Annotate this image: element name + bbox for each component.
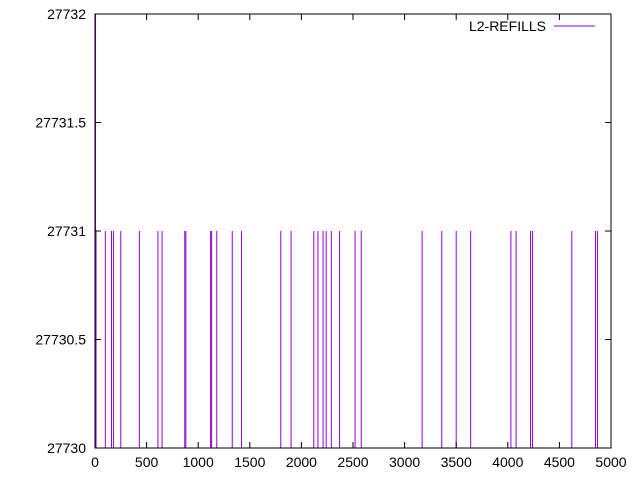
x-tick-label: 2000: [286, 454, 317, 470]
x-tick-label: 4500: [544, 454, 575, 470]
y-tick-label: 27732: [47, 6, 86, 22]
x-tick-label: 0: [91, 454, 99, 470]
x-tick-label: 500: [135, 454, 159, 470]
x-tick-label: 1500: [234, 454, 265, 470]
x-tick-label: 3000: [389, 454, 420, 470]
x-tick-label: 2500: [337, 454, 368, 470]
x-tick-label: 4000: [492, 454, 523, 470]
y-tick-label: 27730.5: [35, 332, 86, 348]
x-tick-label: 1000: [183, 454, 214, 470]
y-tick-label: 27730: [47, 440, 86, 456]
x-tick-label: 3500: [441, 454, 472, 470]
legend-label: L2-REFILLS: [469, 18, 546, 34]
series-layer: [95, 14, 599, 449]
y-tick-label: 27731: [47, 223, 86, 239]
plot-frame: [94, 13, 612, 449]
y-tick-label: 27731.5: [35, 115, 86, 131]
x-tick-label: 5000: [595, 454, 626, 470]
tick-layer: 0 500 1000 1500 2000 2500 3000 3500 4000 4500 5000…: [35, 6, 626, 470]
legend: L2-REFILLS: [469, 18, 595, 34]
